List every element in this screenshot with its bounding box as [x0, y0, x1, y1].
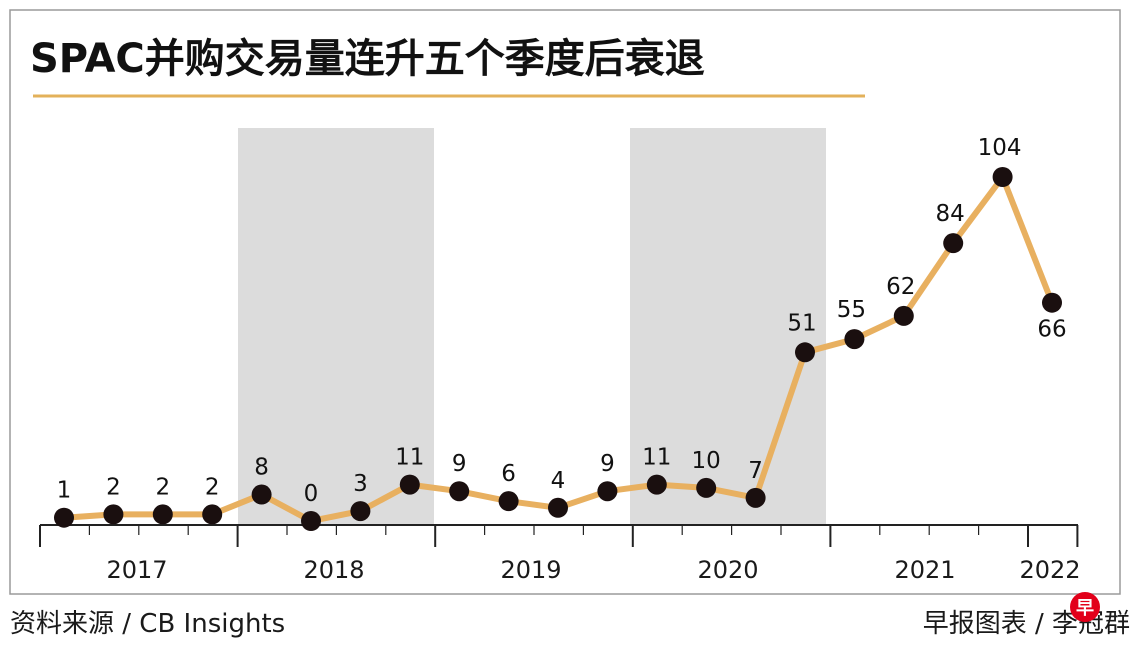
year-label-2020: 2020 — [697, 556, 758, 584]
data-label-2017Q1: 1 — [57, 478, 72, 504]
data-point-2017Q2 — [103, 504, 124, 525]
data-point-2019Q1 — [449, 481, 470, 502]
data-label-2020Q3: 7 — [748, 458, 763, 484]
data-label-2018Q3: 3 — [353, 471, 368, 497]
data-label-2019Q1: 9 — [452, 451, 467, 477]
data-label-2021Q2: 62 — [886, 274, 915, 300]
data-label-2020Q2: 10 — [692, 448, 721, 474]
data-point-2021Q1 — [844, 329, 865, 350]
data-point-2018Q2 — [301, 511, 321, 531]
data-point-2018Q1 — [251, 484, 272, 505]
data-label-2019Q3: 4 — [551, 468, 566, 494]
data-point-2020Q3 — [745, 487, 766, 508]
source-note: 资料来源 / CB Insights — [10, 609, 286, 639]
data-label-2019Q4: 9 — [600, 451, 615, 477]
data-point-2020Q4 — [795, 342, 815, 363]
data-point-2021Q3 — [943, 233, 964, 254]
zaobao-logo: 早 — [1070, 592, 1100, 622]
data-point-2020Q1 — [646, 474, 667, 495]
data-label-2018Q2: 0 — [304, 481, 319, 507]
data-label-2021Q1: 55 — [837, 297, 866, 323]
data-point-2021Q2 — [893, 305, 914, 326]
data-point-2019Q2 — [498, 491, 519, 512]
data-point-2020Q2 — [696, 477, 717, 498]
chart-title: SPAC并购交易量连升五个季度后衰退 — [30, 36, 705, 82]
data-label-2018Q4: 11 — [395, 445, 424, 471]
data-label-2017Q3: 2 — [155, 474, 170, 500]
data-label-2018Q1: 8 — [254, 455, 269, 481]
data-label-2021Q3: 84 — [936, 201, 965, 227]
data-label-2021Q4: 104 — [978, 135, 1022, 161]
data-label-2017Q4: 2 — [205, 474, 220, 500]
data-point-2021Q4 — [992, 167, 1013, 187]
data-point-2019Q4 — [597, 481, 618, 502]
data-label-2020Q4: 51 — [787, 310, 816, 336]
data-label-2020Q1: 11 — [642, 445, 671, 471]
data-point-2017Q4 — [202, 504, 223, 525]
data-label-2019Q2: 6 — [501, 461, 516, 487]
year-label-2022: 2022 — [1019, 556, 1080, 584]
shade-2020 — [630, 128, 826, 524]
chart-frame — [9, 9, 1121, 595]
data-point-2022Q1 — [1042, 292, 1062, 313]
data-point-2018Q3 — [350, 501, 371, 522]
year-label-2021: 2021 — [894, 556, 955, 584]
data-label-2017Q2: 2 — [106, 474, 121, 500]
data-point-2019Q3 — [548, 497, 568, 518]
year-label-2018: 2018 — [303, 556, 364, 584]
data-point-2018Q4 — [399, 474, 420, 495]
data-label-2022Q1: 66 — [1037, 317, 1066, 343]
shade-2018 — [238, 128, 434, 524]
year-label-2019: 2019 — [500, 556, 561, 584]
data-point-2017Q3 — [152, 504, 173, 525]
data-point-2017Q1 — [54, 507, 74, 528]
year-label-2017: 2017 — [106, 556, 167, 584]
